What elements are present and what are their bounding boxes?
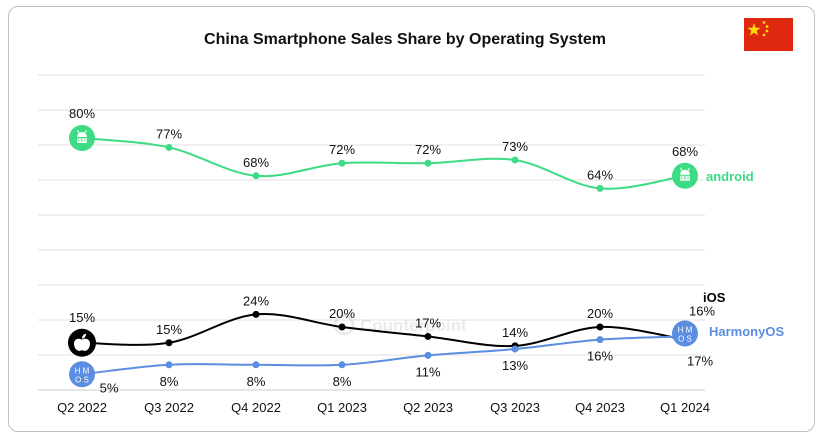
x-tick-label: Q4 2022	[231, 400, 281, 415]
x-tick-label: Q1 2023	[317, 400, 367, 415]
apple-icon	[68, 328, 96, 357]
series-label-ios: iOS	[703, 290, 726, 305]
data-point-android	[165, 143, 173, 151]
android-icon-text: android	[74, 138, 91, 144]
data-label-harmonyos: 8%	[333, 374, 352, 389]
data-label-harmonyos: 8%	[247, 374, 266, 389]
data-label-harmonyos: 8%	[160, 374, 179, 389]
data-label-ios: 14%	[502, 325, 528, 340]
data-point-ios	[424, 332, 432, 340]
hmos-icon-text-top: H M	[678, 325, 693, 334]
data-label-harmonyos: 11%	[415, 364, 440, 379]
android-icon: android	[69, 125, 95, 151]
data-point-android	[596, 184, 604, 192]
data-label-ios: 20%	[587, 306, 613, 321]
hmos-icon: H M O S	[672, 320, 698, 347]
data-point-android	[511, 156, 519, 164]
x-tick-label: Q3 2023	[490, 400, 540, 415]
hmos-icon: H M O S	[69, 361, 95, 388]
data-label-android: 72%	[329, 142, 355, 157]
grid-lines	[38, 74, 705, 391]
chart-title: China Smartphone Sales Share by Operatin…	[204, 31, 606, 48]
series-label-android: android	[706, 169, 754, 184]
data-point-ios	[252, 310, 260, 318]
data-point-ios	[596, 323, 604, 331]
android-icon: android	[672, 162, 698, 189]
china-flag-icon	[744, 18, 793, 51]
data-point-harmonyos	[165, 361, 173, 369]
data-label-android: 68%	[243, 155, 269, 170]
chart-frame	[8, 6, 815, 432]
data-label-ios: 15%	[69, 310, 95, 325]
series-line-ios	[81, 313, 686, 348]
data-label-harmonyos: 16%	[587, 349, 613, 364]
x-tick-label: Q4 2023	[575, 400, 625, 415]
data-label-android: 72%	[415, 142, 441, 157]
x-tick-label: Q2 2023	[403, 400, 453, 415]
x-tick-label: Q2 2022	[57, 400, 107, 415]
data-point-android	[424, 159, 432, 167]
data-label-ios: 17%	[415, 315, 441, 330]
data-label-ios: 15%	[156, 322, 182, 337]
data-label-android: 68%	[672, 144, 698, 159]
data-label-harmonyos: 17%	[687, 353, 713, 368]
data-label-ios: 20%	[329, 306, 355, 321]
data-point-android	[338, 159, 346, 167]
hmos-icon-text-bottom: O S	[75, 375, 89, 384]
data-point-harmonyos	[511, 345, 519, 353]
data-point-ios	[338, 323, 346, 331]
data-point-harmonyos	[424, 351, 432, 359]
data-label-android: 77%	[156, 126, 182, 141]
watermark-text: Counterpoint	[360, 316, 467, 335]
data-point-harmonyos	[596, 336, 604, 344]
series-label-harmonyos: HarmonyOS	[709, 324, 784, 339]
data-label-android: 73%	[502, 139, 528, 154]
series-line-harmonyos	[81, 335, 686, 376]
data-label-harmonyos: 5%	[100, 380, 119, 395]
data-point-android	[252, 172, 260, 180]
hmos-icon-text-top: H M	[75, 366, 90, 375]
x-tick-label: Q3 2022	[144, 400, 194, 415]
data-label-ios: 16%	[689, 304, 715, 319]
data-point-ios	[165, 339, 173, 347]
hmos-icon-text-bottom: O S	[678, 334, 692, 343]
series-line-android	[81, 137, 686, 190]
data-label-harmonyos: 13%	[502, 358, 528, 373]
data-point-harmonyos	[252, 361, 260, 369]
data-label-ios: 24%	[243, 293, 269, 308]
x-tick-label: Q1 2024	[660, 400, 710, 415]
android-icon-text: android	[677, 175, 694, 181]
data-label-android: 64%	[587, 167, 613, 182]
data-point-harmonyos	[338, 361, 346, 369]
data-label-android: 80%	[69, 106, 95, 121]
